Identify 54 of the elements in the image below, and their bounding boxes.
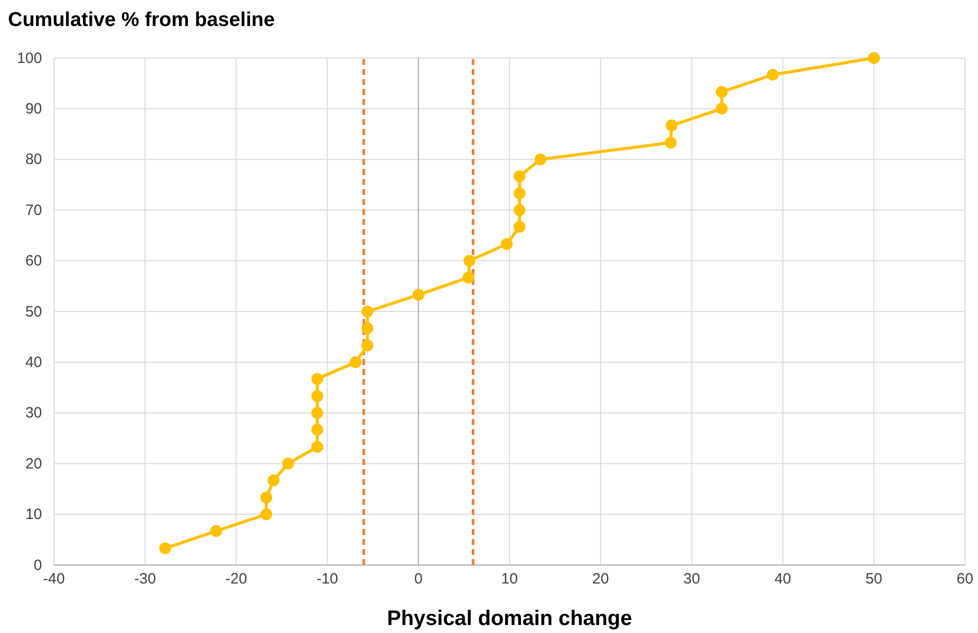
x-tick-label: 60: [956, 570, 974, 588]
point: [500, 238, 513, 250]
point: [311, 424, 324, 436]
point: [361, 322, 374, 334]
point: [716, 86, 728, 98]
y-tick-label: 80: [25, 151, 42, 168]
point: [464, 254, 476, 267]
x-tick-label: -40: [43, 570, 65, 588]
point: [534, 153, 546, 166]
point: [311, 390, 324, 402]
point: [282, 458, 294, 470]
y-tick-label: 90: [25, 100, 42, 118]
y-tick-label: 10: [25, 506, 42, 524]
x-tick-label: 20: [592, 570, 609, 588]
point: [361, 340, 374, 352]
point: [664, 136, 677, 149]
point: [361, 306, 374, 318]
point: [268, 474, 280, 486]
x-tick-label: 10: [501, 570, 518, 588]
y-tick-label: 50: [25, 303, 42, 320]
point: [412, 288, 424, 301]
y-axis-title: Cumulative % from baseline: [8, 9, 275, 31]
point: [311, 440, 324, 453]
y-tick-label: 40: [25, 354, 42, 371]
point: [666, 120, 678, 132]
point: [350, 356, 362, 368]
x-tick-label: 0: [414, 570, 423, 588]
x-axis-title: Physical domain change: [386, 607, 632, 630]
point: [868, 52, 880, 64]
x-tick-label: -10: [316, 570, 338, 588]
point: [260, 492, 272, 504]
point: [462, 272, 474, 284]
y-tick-label: 60: [25, 252, 42, 270]
point: [260, 508, 272, 520]
y-tick-label: 100: [16, 50, 42, 67]
x-tick-label: 40: [774, 570, 792, 588]
x-tick-label: 50: [866, 570, 882, 588]
point: [311, 406, 324, 419]
y-tick-label: 20: [25, 455, 42, 472]
point: [311, 373, 324, 385]
y-tick-label: 0: [34, 556, 42, 574]
point: [716, 102, 728, 115]
point: [514, 204, 526, 216]
x-tick-label: -20: [225, 570, 248, 588]
y-tick-label: 70: [25, 202, 42, 219]
point: [159, 542, 172, 554]
y-tick-label: 30: [25, 404, 42, 422]
point: [514, 220, 526, 233]
point: [766, 68, 779, 81]
point: [514, 187, 526, 200]
x-tick-label: -30: [134, 570, 156, 588]
x-tick-label: 30: [683, 570, 700, 588]
point: [514, 170, 526, 182]
point: [210, 525, 222, 537]
